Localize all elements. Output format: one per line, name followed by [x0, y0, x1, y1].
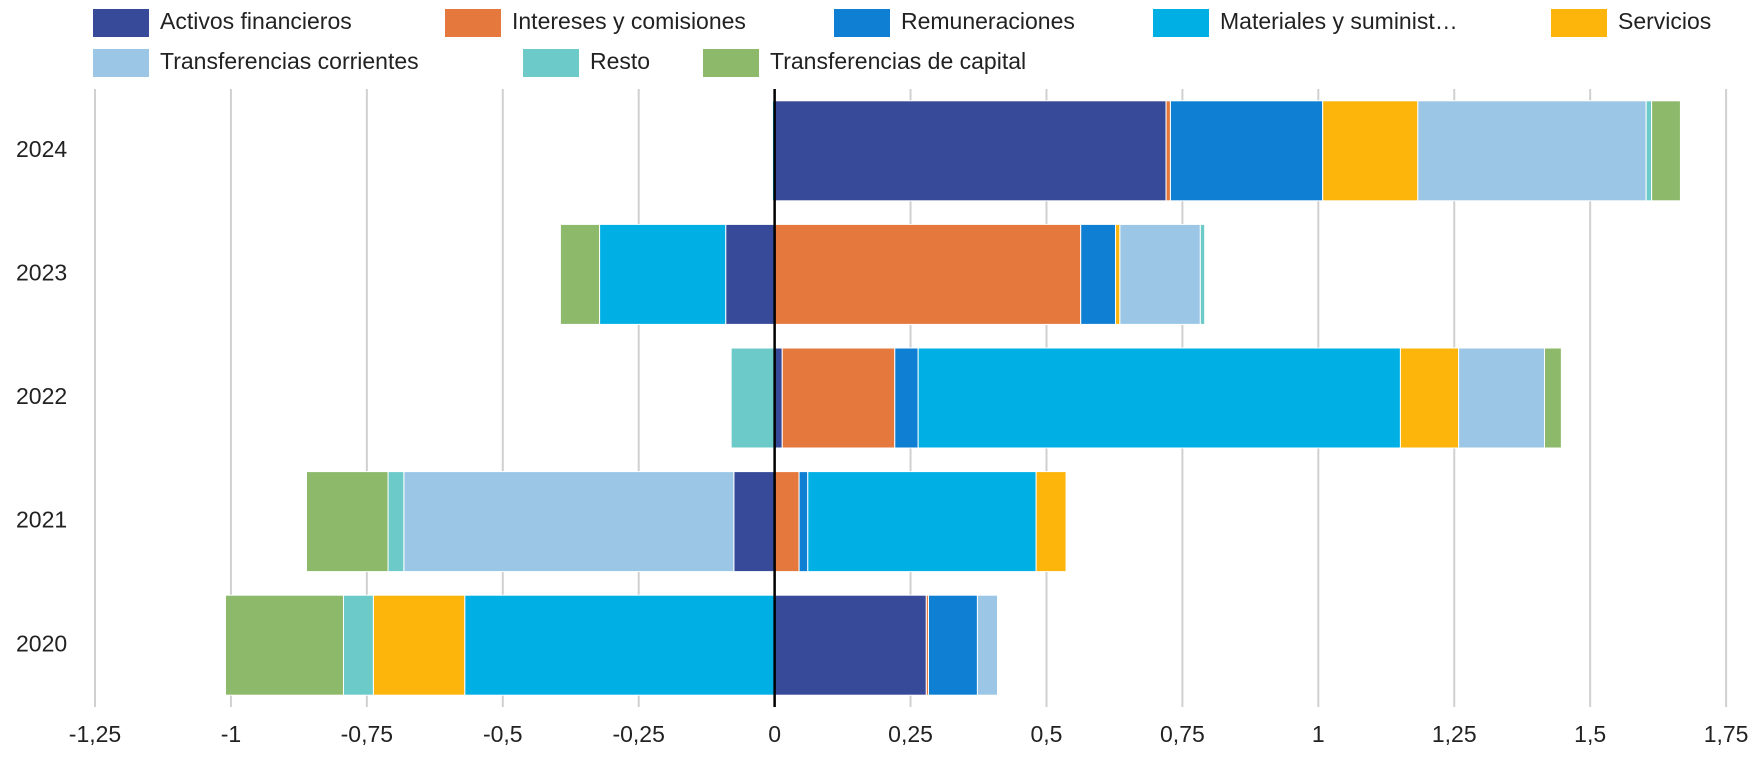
- bar-segment: [733, 471, 776, 573]
- x-tick-label: 1,75: [1704, 721, 1749, 747]
- legend-swatch: [1551, 9, 1607, 37]
- legend-label: Servicios: [1618, 8, 1711, 34]
- bar-segment: [305, 471, 389, 573]
- bar-segment: [464, 594, 776, 696]
- x-tick-label: -1,25: [69, 721, 121, 747]
- x-tick-label: -0,25: [612, 721, 664, 747]
- legend-label: Activos financieros: [160, 8, 352, 34]
- legend-label: Resto: [590, 48, 650, 74]
- x-tick-label: 1,5: [1574, 721, 1606, 747]
- bar-segment: [403, 471, 735, 573]
- bar-segment: [894, 347, 919, 449]
- legend-label: Intereses y comisiones: [512, 8, 746, 34]
- legend-label: Materiales y suminist…: [1220, 8, 1458, 34]
- bar-segment: [1399, 347, 1460, 449]
- bar-segment: [917, 347, 1401, 449]
- bar-segment: [1119, 223, 1201, 325]
- bar-segment: [1645, 100, 1653, 202]
- bar-segment: [1080, 223, 1117, 325]
- bar-segment: [387, 471, 405, 573]
- bar-segment: [372, 594, 466, 696]
- bar-segment: [342, 594, 374, 696]
- bar-segment: [927, 594, 978, 696]
- legend-swatch: [445, 9, 501, 37]
- y-tick-label: 2020: [16, 630, 67, 656]
- y-tick-label: 2023: [16, 259, 67, 285]
- bar-segment: [798, 471, 809, 573]
- bar-segment: [774, 223, 1082, 325]
- bar-segment: [599, 223, 727, 325]
- bar-segment: [1199, 223, 1206, 325]
- y-tick-label: 2022: [16, 383, 67, 409]
- bar-segment: [774, 100, 1167, 202]
- y-tick-label: 2024: [16, 136, 67, 162]
- legend-swatch: [93, 9, 149, 37]
- bar-segment: [774, 594, 927, 696]
- legend-label: Transferencias corrientes: [160, 48, 419, 74]
- bar-segment: [559, 223, 601, 325]
- bar-segment: [1417, 100, 1647, 202]
- bar-segment: [224, 594, 344, 696]
- x-tick-label: 0,25: [888, 721, 933, 747]
- bar-segment: [976, 594, 999, 696]
- bar-segment: [807, 471, 1037, 573]
- legend-swatch: [523, 49, 579, 77]
- bar-segment: [725, 223, 776, 325]
- y-tick-label: 2021: [16, 507, 67, 533]
- bar-segment: [1035, 471, 1067, 573]
- bar-segment: [1165, 100, 1171, 202]
- legend-swatch: [93, 49, 149, 77]
- legend-label: Remuneraciones: [901, 8, 1075, 34]
- legend-label: Transferencias de capital: [770, 48, 1026, 74]
- bar-segment: [1458, 347, 1546, 449]
- bar-segment: [781, 347, 896, 449]
- x-tick-label: 0,5: [1030, 721, 1062, 747]
- x-tick-label: -0,75: [341, 721, 393, 747]
- x-tick-label: 1: [1312, 721, 1325, 747]
- bar-segment: [1322, 100, 1419, 202]
- x-tick-label: -0,5: [483, 721, 523, 747]
- legend-swatch: [703, 49, 759, 77]
- x-tick-label: 1,25: [1432, 721, 1477, 747]
- bar-segment: [1115, 223, 1121, 325]
- x-tick-label: -1: [221, 721, 241, 747]
- bar-segment: [730, 347, 776, 449]
- legend-swatch: [1153, 9, 1209, 37]
- bar-segment: [774, 471, 800, 573]
- bar-segment: [1169, 100, 1324, 202]
- x-tick-label: 0,75: [1160, 721, 1205, 747]
- x-tick-label: 0: [768, 721, 781, 747]
- bar-segment: [1651, 100, 1681, 202]
- legend-swatch: [834, 9, 890, 37]
- bar-segment: [1544, 347, 1562, 449]
